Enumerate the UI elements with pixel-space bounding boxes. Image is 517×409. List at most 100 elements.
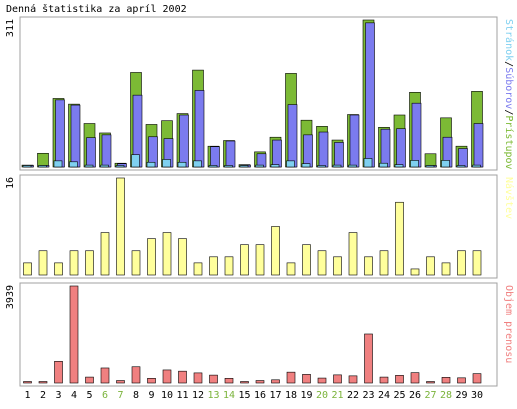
bar-stránok-day-17 <box>270 164 280 168</box>
bar-stránok-day-21 <box>332 164 342 168</box>
bar-transfer-day-17 <box>271 379 280 384</box>
bar-transfer-day-6 <box>100 367 110 384</box>
bar-visits-day-25 <box>395 201 404 276</box>
bar-transfer-day-1 <box>23 381 32 384</box>
bar-visits-day-18 <box>286 262 296 276</box>
x-tick-label-9: 9 <box>148 390 154 401</box>
bar-súborov-day-13 <box>210 146 220 168</box>
x-tick-label-6: 6 <box>102 390 108 401</box>
bar-stránok-day-16 <box>255 164 264 168</box>
legend-entry: Stránok <box>503 19 515 61</box>
y-max-label: 3939 <box>5 285 16 309</box>
bar-visits-day-21 <box>333 256 342 276</box>
x-tick-label-14: 14 <box>223 390 235 401</box>
bar-prístupov-day-27 <box>424 153 437 168</box>
bar-súborov-day-12 <box>194 90 205 168</box>
bar-stránok-day-24 <box>379 162 388 168</box>
bar-súborov-day-25 <box>396 128 406 168</box>
x-tick-label-7: 7 <box>117 390 123 401</box>
bar-visits-day-15 <box>240 244 249 276</box>
bar-stránok-day-22 <box>348 164 357 168</box>
bar-visits-day-20 <box>317 250 327 276</box>
bar-stránok-day-18 <box>286 160 295 168</box>
bar-súborov-day-22 <box>349 114 360 168</box>
bar-transfer-day-18 <box>286 371 296 384</box>
bar-visits-day-14 <box>224 256 234 276</box>
x-tick-label-27: 27 <box>424 390 436 401</box>
bar-visits-day-13 <box>209 256 218 276</box>
bar-visits-day-27 <box>426 256 435 276</box>
bar-súborov-day-14 <box>225 140 236 168</box>
bar-visits-day-30 <box>472 250 482 276</box>
bar-visits-day-29 <box>457 250 466 276</box>
bar-stránok-day-5 <box>84 164 94 168</box>
legend-visits: Návštev <box>503 177 515 219</box>
bar-súborov-day-4 <box>70 104 81 168</box>
legend-traffic: Stránok/Súborov/Prístupov <box>503 19 515 170</box>
bar-visits-day-12 <box>193 262 203 276</box>
x-tick-label-11: 11 <box>176 390 188 401</box>
bar-transfer-day-4 <box>69 285 79 384</box>
bar-transfer-day-23 <box>364 333 373 384</box>
legend-entry: Prístupov <box>503 115 515 169</box>
x-tick-label-23: 23 <box>362 390 374 401</box>
panel-traffic: 311 Stránok/Súborov/Prístupov <box>5 16 515 171</box>
bar-transfer-day-20 <box>317 377 327 384</box>
bar-transfer-day-12 <box>193 372 203 384</box>
x-tick-label-30: 30 <box>471 390 483 401</box>
bar-stránok-day-12 <box>193 160 202 168</box>
y-max-label: 311 <box>5 19 16 37</box>
bar-stránok-day-29 <box>456 165 466 168</box>
bar-visits-day-9 <box>147 238 156 276</box>
legend-separator: / <box>503 109 514 115</box>
x-tick-label-8: 8 <box>133 390 139 401</box>
bar-stránok-day-6 <box>100 164 109 168</box>
bar-transfer-day-24 <box>379 376 389 384</box>
bar-visits-day-1 <box>23 262 32 276</box>
x-tick-label-24: 24 <box>378 390 390 401</box>
bar-visits-day-3 <box>54 262 63 276</box>
x-tick-label-10: 10 <box>161 390 173 401</box>
panel-visits: 16 Návštev <box>5 174 515 279</box>
bar-stránok-day-27 <box>425 165 435 168</box>
legend-entry: Návštev <box>503 177 515 219</box>
bar-prístupov-day-2 <box>37 152 49 168</box>
bar-súborov-day-20 <box>318 131 329 168</box>
bar-transfer-day-29 <box>457 377 466 384</box>
bar-visits-day-16 <box>255 244 265 276</box>
bar-visits-day-22 <box>348 232 358 276</box>
bar-súborov-day-6 <box>101 134 112 168</box>
bar-stránok-day-26 <box>410 160 419 168</box>
bar-stránok-day-2 <box>38 165 47 168</box>
x-tick-label-4: 4 <box>71 390 77 401</box>
bar-visits-day-5 <box>85 250 94 276</box>
bar-visits-day-24 <box>379 250 389 276</box>
legend-separator: / <box>503 61 514 67</box>
legend-transfer: Objem prenosu <box>503 285 514 363</box>
bar-visits-day-6 <box>100 232 110 276</box>
bar-súborov-day-21 <box>334 142 344 168</box>
bar-visits-day-2 <box>38 250 48 276</box>
bar-transfer-day-27 <box>426 381 435 384</box>
bar-stránok-day-20 <box>317 165 326 168</box>
bar-visits-day-17 <box>271 226 280 276</box>
x-tick-label-13: 13 <box>207 390 219 401</box>
bar-transfer-day-2 <box>38 381 48 384</box>
bar-stránok-day-15 <box>239 165 249 168</box>
panel-frame <box>19 282 498 387</box>
bar-visits-day-4 <box>69 250 79 276</box>
legend-entry: Súborov <box>503 67 515 109</box>
bar-visits-day-10 <box>162 232 172 276</box>
x-tick-label-5: 5 <box>86 390 92 401</box>
bar-súborov-day-18 <box>287 104 298 168</box>
bar-stránok-day-4 <box>69 161 78 168</box>
bar-visits-day-28 <box>441 262 451 276</box>
x-tick-label-28: 28 <box>440 390 452 401</box>
x-tick-label-21: 21 <box>331 390 343 401</box>
bar-transfer-day-26 <box>410 372 420 384</box>
bar-stránok-day-10 <box>162 159 171 168</box>
x-tick-label-1: 1 <box>24 390 30 401</box>
panel-transfer: 3939 Objem prenosu <box>5 282 514 387</box>
